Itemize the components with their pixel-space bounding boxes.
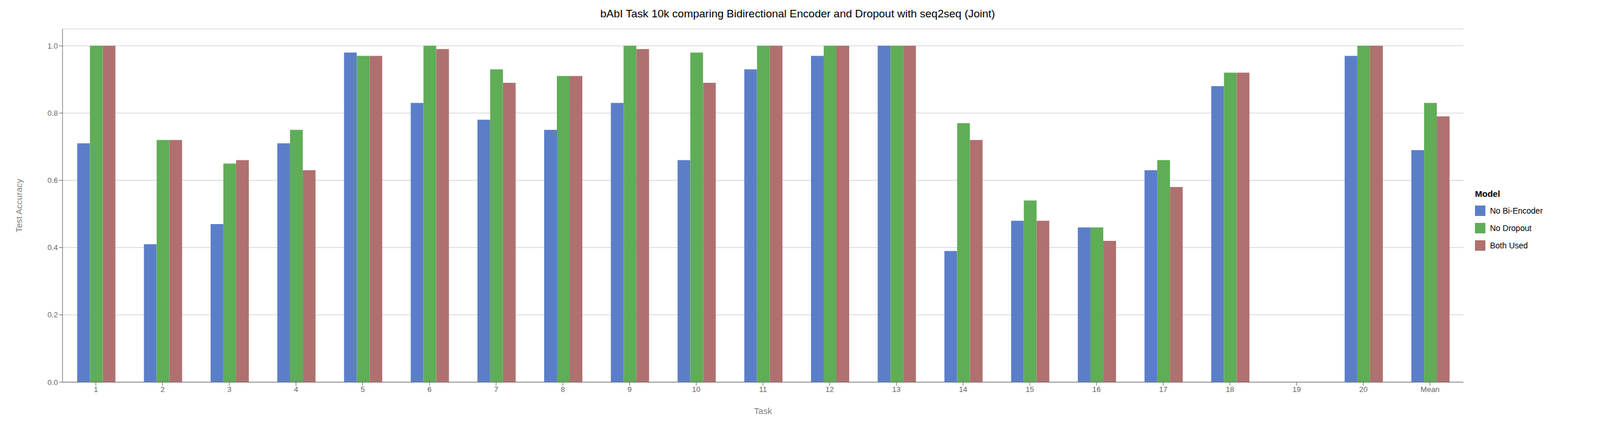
svg-text:0.2: 0.2 [47,310,58,319]
svg-text:18: 18 [1225,384,1234,394]
svg-text:1.0: 1.0 [47,41,58,51]
svg-text:Test Accuracy: Test Accuracy [13,178,24,233]
svg-text:14: 14 [958,384,967,394]
svg-text:13: 13 [892,384,901,394]
svg-text:8: 8 [560,384,565,394]
svg-text:7: 7 [493,384,498,394]
svg-text:0.0: 0.0 [47,378,58,387]
svg-text:9: 9 [627,384,632,394]
svg-text:15: 15 [1025,384,1034,394]
svg-text:0.6: 0.6 [47,175,58,185]
html-text:Model: Model [1474,188,1501,199]
html-text:No Dropout: No Dropout [1490,223,1532,233]
svg-text:Mean: Mean [1420,384,1440,394]
svg-text:10: 10 [692,384,701,394]
svg-text:3: 3 [226,384,231,394]
svg-text:5: 5 [360,384,365,394]
svg-text:1: 1 [93,384,98,394]
svg-text:19: 19 [1292,384,1301,394]
svg-text:6: 6 [427,384,432,394]
html-text:No Bi-Encoder: No Bi-Encoder [1490,205,1543,216]
html-text:Both Used: Both Used [1490,240,1528,250]
svg-text:16: 16 [1092,384,1101,394]
svg-text:12: 12 [825,384,834,394]
svg-text:0.8: 0.8 [47,108,58,118]
svg-text:4: 4 [294,384,299,394]
svg-text:0.4: 0.4 [47,243,58,252]
svg-text:11: 11 [758,384,768,394]
svg-text:20: 20 [1359,384,1368,394]
html-text:bAbI Task 10k comparing Bidire: bAbI Task 10k comparing Bidirectional En… [600,7,996,20]
svg-text:Task: Task [754,405,773,416]
svg-text:17: 17 [1158,384,1168,394]
svg-text:2: 2 [160,384,165,394]
